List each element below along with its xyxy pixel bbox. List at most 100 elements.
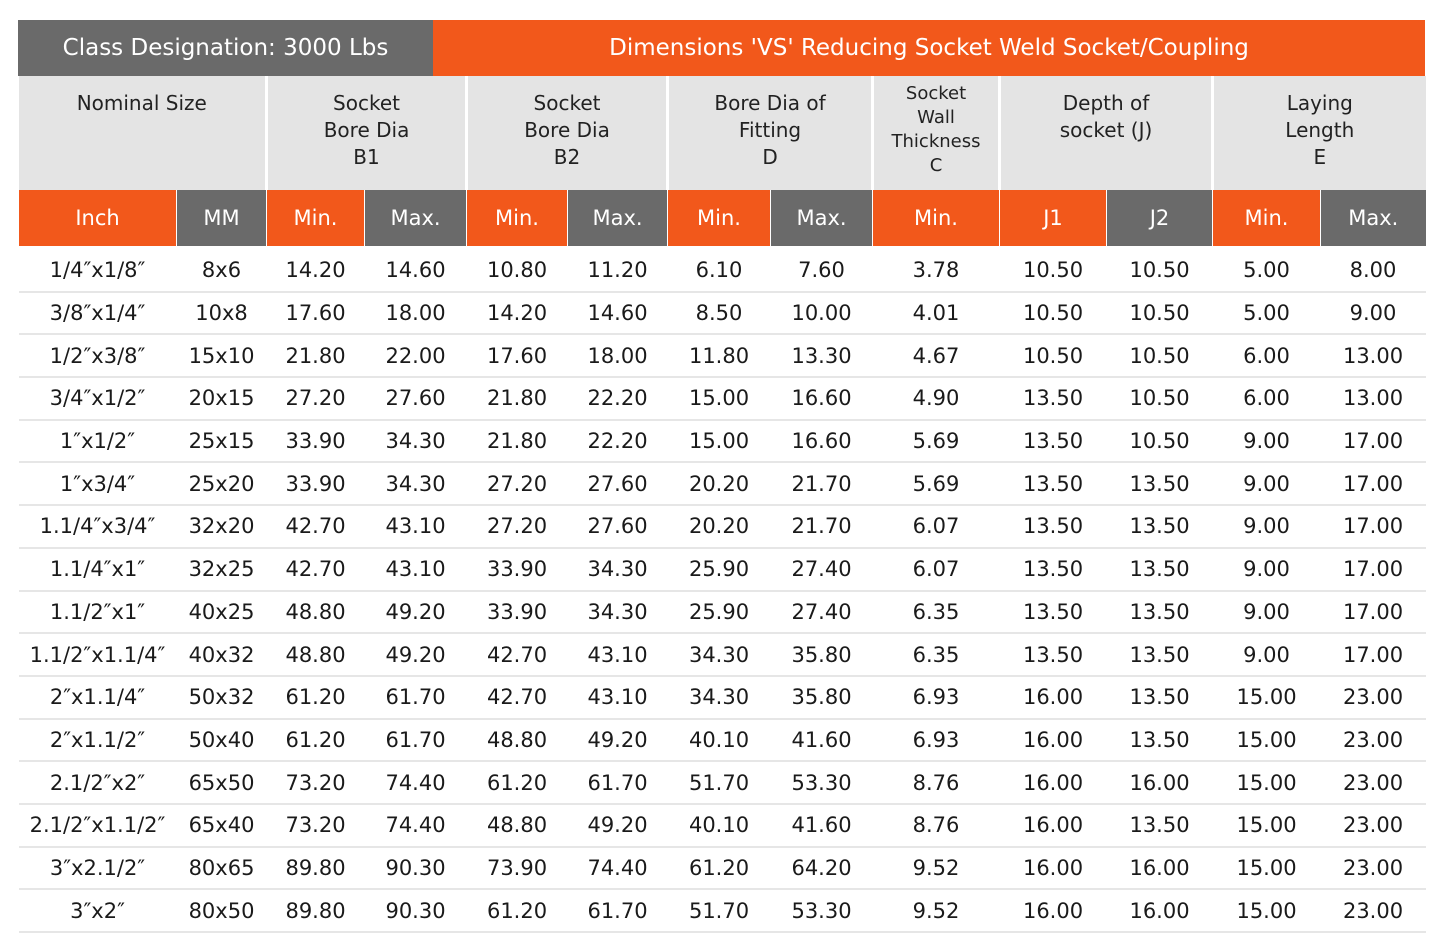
table-cell: 53.30 <box>770 889 873 933</box>
table-row: 1.1/2″x1″ 40x25 48.80 49.20 33.90 34.30 25.90 2… <box>18 590 1426 635</box>
table-cell: 16.00 <box>999 803 1107 848</box>
table-cell: 13.00 <box>1320 334 1426 379</box>
table-row: 1/2″x3/8″ 15x10 21.80 22.00 17.60 18.00 11.80 1… <box>18 334 1426 379</box>
table-cell: 13.50 <box>999 419 1107 464</box>
table-cell: 61.70 <box>567 889 668 933</box>
table-cell: 17.00 <box>1320 462 1426 507</box>
table-cell: 43.10 <box>567 675 668 720</box>
table-cell: 5.00 <box>1212 291 1321 336</box>
table-cell: 13.50 <box>999 377 1107 421</box>
table-row: 3″x2″ 80x50 89.80 90.30 61.20 61.70 51.70 53.30… <box>18 889 1426 933</box>
table-cell: 23.00 <box>1320 803 1426 848</box>
sub-header: J1 <box>999 190 1107 246</box>
table-row: 1.1/2″x1.1/4″ 40x32 48.80 49.20 42.70 43.10 34… <box>18 633 1426 677</box>
table-cell: 41.60 <box>770 718 873 763</box>
group-header: Socket Bore Dia B2 <box>465 76 668 190</box>
table-row: 1.1/4″x1″ 32x25 42.70 43.10 33.90 34.30 25.90 2… <box>18 547 1426 592</box>
table-cell: 43.10 <box>364 547 467 592</box>
sub-header: Max. <box>364 190 467 246</box>
table-cell: 80x50 <box>176 889 267 933</box>
table-cell: 17.00 <box>1320 590 1426 635</box>
title-bar: Class Designation: 3000 Lbs Dimensions '… <box>18 20 1425 76</box>
table-cell: 40x32 <box>176 633 267 677</box>
table-cell: 6.35 <box>872 590 1000 635</box>
table-cell: 5.00 <box>1212 250 1321 293</box>
table-cell: 33.90 <box>466 590 568 635</box>
table-cell: 9.52 <box>872 846 1000 891</box>
table-cell: 13.50 <box>1106 675 1213 720</box>
table-cell: 27.40 <box>770 547 873 592</box>
table-row: 1/4″x1/8″ 8x6 14.20 14.60 10.80 11.20 6.10 7.60… <box>18 250 1426 293</box>
header-line: Length <box>1285 118 1355 142</box>
table-cell: 11.80 <box>667 334 771 379</box>
table-cell: 6.10 <box>667 250 771 293</box>
sub-header: Max. <box>1320 190 1426 246</box>
table-cell: 27.60 <box>364 377 467 421</box>
header-line: Socket <box>533 91 601 115</box>
table-cell: 80x65 <box>176 846 267 891</box>
header-line: D <box>762 145 778 169</box>
table-cell: 34.30 <box>667 633 771 677</box>
table-cell: 1.1/4″x1″ <box>18 547 177 592</box>
table-cell: 21.80 <box>466 419 568 464</box>
table-cell: 27.60 <box>567 505 668 549</box>
table-cell: 6.00 <box>1212 334 1321 379</box>
table-cell: 10.50 <box>1106 334 1213 379</box>
table-row: 1″x3/4″ 25x20 33.90 34.30 27.20 27.60 20.20 21.… <box>18 462 1426 507</box>
table-cell: 22.20 <box>567 377 668 421</box>
table-cell: 48.80 <box>266 633 365 677</box>
table-cell: 9.00 <box>1212 547 1321 592</box>
table-cell: 32x20 <box>176 505 267 549</box>
table-cell: 9.00 <box>1212 633 1321 677</box>
table-cell: 13.50 <box>999 505 1107 549</box>
table-cell: 73.20 <box>266 803 365 848</box>
table-cell: 16.00 <box>1106 889 1213 933</box>
table-cell: 41.60 <box>770 803 873 848</box>
table-cell: 9.00 <box>1212 505 1321 549</box>
table-cell: 16.00 <box>999 889 1107 933</box>
table-cell: 9.00 <box>1212 419 1321 464</box>
table-cell: 8.00 <box>1320 250 1426 293</box>
table-cell: 23.00 <box>1320 889 1426 933</box>
table-cell: 15.00 <box>667 419 771 464</box>
table-cell: 15.00 <box>1212 675 1321 720</box>
table-cell: 1/4″x1/8″ <box>18 250 177 293</box>
table-cell: 5.69 <box>872 419 1000 464</box>
table-cell: 64.20 <box>770 846 873 891</box>
sub-header: MM <box>175 190 267 246</box>
header-line: Thickness <box>891 131 981 152</box>
table-cell: 34.30 <box>567 590 668 635</box>
table-cell: 73.20 <box>266 761 365 805</box>
group-header: Socket Bore Dia B1 <box>265 76 467 190</box>
table-cell: 15.00 <box>1212 803 1321 848</box>
table-row: 2″x1.1/2″ 50x40 61.20 61.70 48.80 49.20 40.10 4… <box>18 718 1426 763</box>
table-cell: 25.90 <box>667 590 771 635</box>
table-cell: 61.20 <box>266 718 365 763</box>
sub-header: Max. <box>770 190 873 246</box>
table-cell: 15x10 <box>176 334 267 379</box>
table-cell: 1.1/4″x3/4″ <box>18 505 177 549</box>
table-cell: 40x25 <box>176 590 267 635</box>
table-row: 1.1/4″x3/4″ 32x20 42.70 43.10 27.20 27.60 20.2… <box>18 505 1426 549</box>
table-cell: 16.00 <box>1106 846 1213 891</box>
table-cell: 35.80 <box>770 633 873 677</box>
table-cell: 6.07 <box>872 505 1000 549</box>
table-cell: 13.50 <box>1106 718 1213 763</box>
table-cell: 17.60 <box>466 334 568 379</box>
table-cell: 14.20 <box>266 250 365 293</box>
table-cell: 27.40 <box>770 590 873 635</box>
table-cell: 21.70 <box>770 505 873 549</box>
table-cell: 32x25 <box>176 547 267 592</box>
table-cell: 90.30 <box>364 889 467 933</box>
table-title: Dimensions 'VS' Reducing Socket Weld Soc… <box>433 20 1425 76</box>
sub-header: Min. <box>466 190 568 246</box>
table-cell: 74.40 <box>364 761 467 805</box>
table-row: 1″x1/2″ 25x15 33.90 34.30 21.80 22.20 15.00 16.… <box>18 419 1426 464</box>
table-cell: 6.93 <box>872 675 1000 720</box>
table-cell: 5.69 <box>872 462 1000 507</box>
header-line: Socket <box>333 91 400 115</box>
table-cell: 11.20 <box>567 250 668 293</box>
table-cell: 16.60 <box>770 377 873 421</box>
table-row: 3/8″x1/4″ 10x8 17.60 18.00 14.20 14.60 8.50 10.… <box>18 291 1426 336</box>
header-line: Nominal Size <box>76 91 207 115</box>
